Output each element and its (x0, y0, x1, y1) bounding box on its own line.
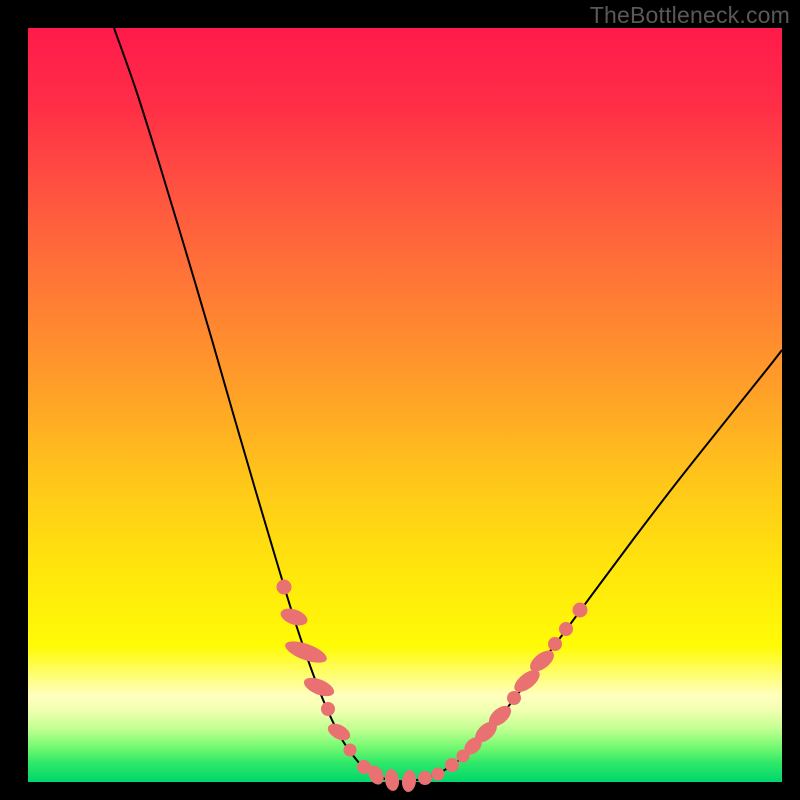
data-bead (283, 637, 330, 667)
data-bead (384, 768, 401, 792)
chart-frame: TheBottleneck.com (0, 0, 800, 800)
watermark-text: TheBottleneck.com (590, 2, 790, 29)
data-bead (548, 637, 562, 651)
curve-layer (28, 28, 782, 782)
data-bead (445, 758, 459, 772)
data-bead (573, 603, 588, 618)
data-bead (278, 605, 309, 628)
data-bead (507, 691, 521, 705)
data-bead (432, 768, 445, 781)
data-bead (559, 622, 573, 636)
plot-area (28, 28, 782, 782)
data-bead (325, 720, 353, 743)
data-beads (277, 580, 588, 793)
data-bead (277, 580, 292, 595)
data-bead (301, 674, 336, 700)
data-bead (321, 702, 335, 716)
data-bead (344, 744, 357, 757)
bottleneck-curve (114, 28, 782, 781)
data-bead (418, 771, 432, 785)
data-bead (401, 769, 417, 792)
